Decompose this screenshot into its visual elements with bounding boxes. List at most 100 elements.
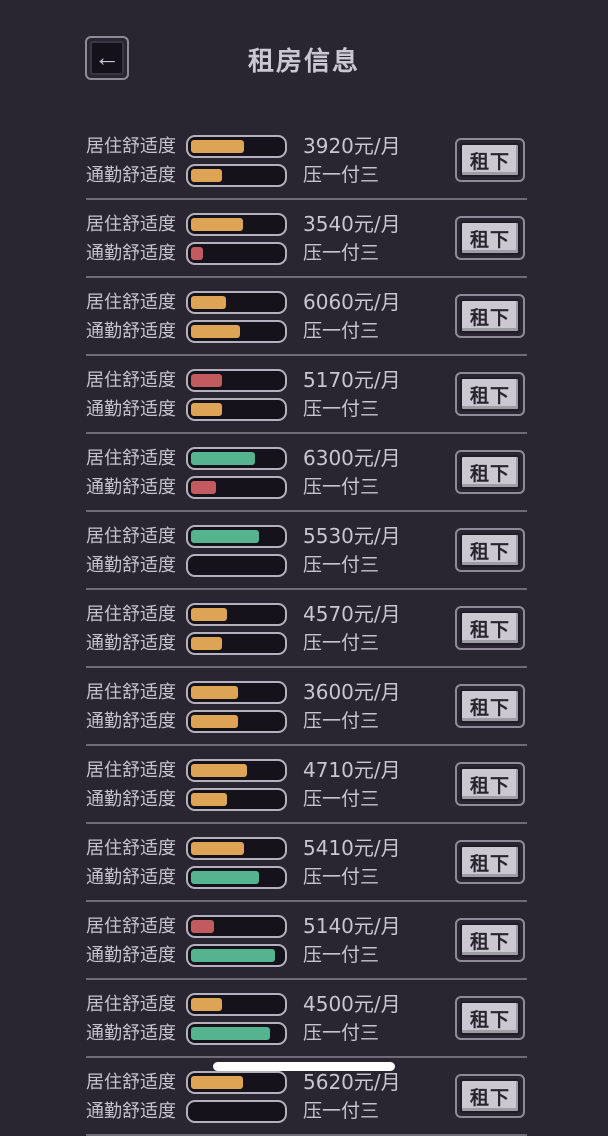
living-comfort-bar-fill [191,530,260,543]
rent-button-col: 租下 [455,762,525,806]
rent-button[interactable]: 租下 [455,450,525,494]
rent-button-label: 租下 [460,1001,520,1035]
listing-info: 5620元/月 压一付三 [303,1071,455,1123]
back-button[interactable]: ← [85,36,129,80]
living-comfort-bar-fill [191,374,222,387]
living-comfort-bar-fill [191,1076,243,1089]
comfort-labels: 居住舒适度 通勤舒适度 [86,447,186,499]
rent-price: 4500元/月 [303,992,401,1016]
comfort-labels: 居住舒适度 通勤舒适度 [86,681,186,733]
commute-comfort-bar-fill [191,637,222,650]
commute-comfort-bar [186,242,287,265]
payment-terms: 压一付三 [303,866,380,888]
rent-button[interactable]: 租下 [455,294,525,338]
rent-button-label: 租下 [460,845,520,879]
rent-price: 6060元/月 [303,290,401,314]
rent-button-label: 租下 [460,455,520,489]
commute-comfort-label: 通勤舒适度 [86,945,176,966]
rent-price: 3600元/月 [303,680,401,704]
living-comfort-bar [186,759,287,782]
living-comfort-label: 居住舒适度 [86,1072,176,1093]
rent-button[interactable]: 租下 [455,138,525,182]
rent-price: 4710元/月 [303,758,401,782]
commute-comfort-bar-fill [191,871,260,884]
rent-button-label: 租下 [460,689,520,723]
rent-button-label: 租下 [460,923,520,957]
living-comfort-label: 居住舒适度 [86,760,176,781]
living-comfort-bar [186,135,287,158]
listing-row: 居住舒适度 通勤舒适度 4710元/月 压一付三 租下 [86,746,527,824]
living-comfort-bar-fill [191,920,214,933]
listing-info: 4570元/月 压一付三 [303,603,455,655]
comfort-labels: 居住舒适度 通勤舒适度 [86,759,186,811]
payment-terms: 压一付三 [303,1022,380,1044]
commute-comfort-bar [186,476,287,499]
rent-button-label: 租下 [460,533,520,567]
living-comfort-bar-fill [191,452,255,465]
comfort-labels: 居住舒适度 通勤舒适度 [86,603,186,655]
listing-info: 5140元/月 压一付三 [303,915,455,967]
rent-button-col: 租下 [455,606,525,650]
rent-button[interactable]: 租下 [455,372,525,416]
listing-list: 居住舒适度 通勤舒适度 3920元/月 压一付三 租下 居住舒适度 通勤舒适度 [86,122,527,1136]
living-comfort-label: 居住舒适度 [86,214,176,235]
rent-button-label: 租下 [460,299,520,333]
rent-button-label: 租下 [460,767,520,801]
commute-comfort-bar [186,788,287,811]
listing-row: 居住舒适度 通勤舒适度 3540元/月 压一付三 租下 [86,200,527,278]
back-button-frame: ← [90,41,124,75]
living-comfort-bar-fill [191,140,244,153]
rent-button-col: 租下 [455,528,525,572]
rent-button-col: 租下 [455,918,525,962]
living-comfort-bar [186,603,287,626]
comfort-bars [186,369,287,421]
living-comfort-bar-fill [191,686,239,699]
rent-button[interactable]: 租下 [455,1074,525,1118]
payment-terms: 压一付三 [303,710,380,732]
living-comfort-label: 居住舒适度 [86,916,176,937]
commute-comfort-label: 通勤舒适度 [86,243,176,264]
living-comfort-bar [186,915,287,938]
listing-row: 居住舒适度 通勤舒适度 3600元/月 压一付三 租下 [86,668,527,746]
comfort-bars [186,603,287,655]
rent-button-label: 租下 [460,611,520,645]
rent-button-col: 租下 [455,294,525,338]
living-comfort-label: 居住舒适度 [86,370,176,391]
payment-terms: 压一付三 [303,554,380,576]
commute-comfort-bar-fill [191,793,228,806]
listing-row: 居住舒适度 通勤舒适度 6060元/月 压一付三 租下 [86,278,527,356]
commute-comfort-label: 通勤舒适度 [86,555,176,576]
comfort-labels: 居住舒适度 通勤舒适度 [86,915,186,967]
commute-comfort-bar-fill [191,247,203,260]
comfort-bars [186,525,287,577]
rent-button[interactable]: 租下 [455,918,525,962]
rent-button[interactable]: 租下 [455,762,525,806]
listing-row: 居住舒适度 通勤舒适度 4500元/月 压一付三 租下 [86,980,527,1058]
rent-button[interactable]: 租下 [455,840,525,884]
rent-button-col: 租下 [455,840,525,884]
rent-button[interactable]: 租下 [455,684,525,728]
rent-price: 3920元/月 [303,134,401,158]
listing-info: 5410元/月 压一付三 [303,837,455,889]
comfort-bars [186,915,287,967]
comfort-labels: 居住舒适度 通勤舒适度 [86,525,186,577]
living-comfort-bar-fill [191,842,244,855]
rent-button[interactable]: 租下 [455,528,525,572]
commute-comfort-bar-fill [191,325,241,338]
living-comfort-label: 居住舒适度 [86,994,176,1015]
listing-row: 居住舒适度 通勤舒适度 6300元/月 压一付三 租下 [86,434,527,512]
payment-terms: 压一付三 [303,1100,380,1122]
rent-button[interactable]: 租下 [455,996,525,1040]
comfort-labels: 居住舒适度 通勤舒适度 [86,213,186,265]
living-comfort-bar [186,681,287,704]
back-arrow-icon: ← [94,42,120,72]
living-comfort-label: 居住舒适度 [86,838,176,859]
home-indicator[interactable] [213,1062,395,1071]
rent-button[interactable]: 租下 [455,216,525,260]
commute-comfort-bar-fill [191,169,222,182]
listing-info: 3920元/月 压一付三 [303,135,455,187]
rent-button[interactable]: 租下 [455,606,525,650]
listing-row: 居住舒适度 通勤舒适度 5410元/月 压一付三 租下 [86,824,527,902]
listing-row: 居住舒适度 通勤舒适度 5530元/月 压一付三 租下 [86,512,527,590]
commute-comfort-bar-fill [191,949,275,962]
